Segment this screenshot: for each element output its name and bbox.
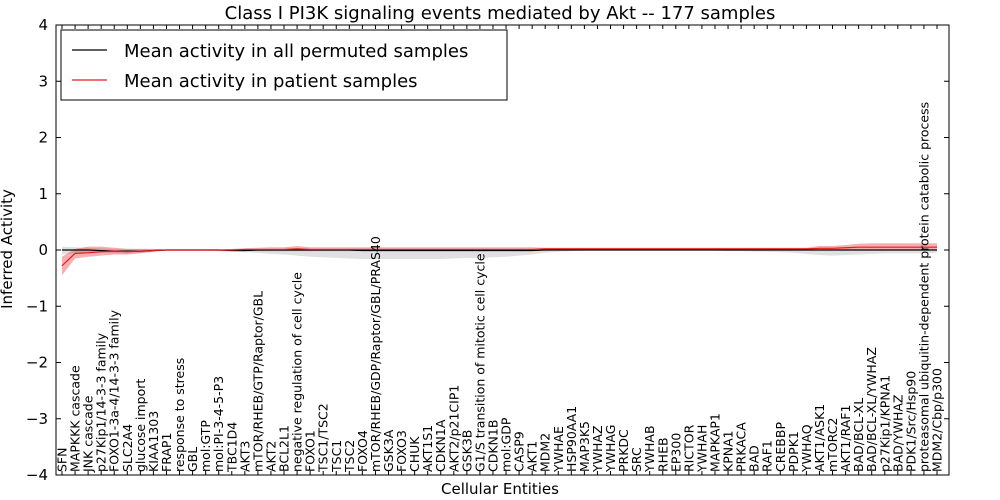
category-label: AKT1/RAF1	[838, 405, 853, 472]
y-tick-label: 0	[38, 241, 48, 259]
category-label: YWHAQ	[799, 424, 814, 473]
category-label: PRKDC	[616, 429, 631, 472]
category-label: G1/S transition of mitotic cell cycle	[472, 253, 487, 472]
y-tick-label: −1	[26, 297, 48, 315]
category-label: response to stress	[172, 358, 187, 472]
category-label: BAD/BCL-XL	[851, 398, 866, 472]
category-label: HSP90AA1	[564, 406, 579, 472]
category-label: YWHAB	[642, 425, 657, 473]
category-label: CASP9	[512, 431, 527, 472]
category-label: AKT1	[525, 441, 540, 472]
category-label: MDM2/Cbp/p300	[930, 368, 945, 472]
category-label: mol:GDP	[499, 417, 514, 472]
category-label: PDK1/Src/Hsp90	[903, 371, 918, 472]
category-label: AKT2	[263, 441, 278, 472]
category-label: glucose import	[133, 379, 148, 472]
category-label: FOXO4	[355, 430, 370, 472]
category-label: mol:PI-3-4-5-P3	[211, 376, 226, 472]
legend-box	[60, 29, 508, 101]
category-label: CREBBP	[773, 422, 788, 472]
y-tick-label: −2	[26, 354, 48, 372]
category-label: BAD	[747, 445, 762, 472]
category-label: mTOR/RHEB/GDP/Raptor/GBL/PRAS40	[368, 236, 383, 472]
category-label: TSC1/TSC2	[316, 403, 331, 473]
category-label: GBL	[185, 447, 200, 472]
series-lines	[61, 246, 937, 267]
category-label: p27Kip1/KPNA1	[877, 375, 892, 472]
category-label: mTORC2	[825, 418, 840, 472]
category-label: MAPKKK cascade	[68, 365, 83, 472]
category-label: FOXO1	[303, 430, 318, 472]
y-tick-label: 1	[38, 185, 48, 203]
legend-label-permuted: Mean activity in all permuted samples	[124, 41, 468, 62]
y-axis-label: Inferred Activity	[0, 189, 16, 309]
category-label: EP300	[668, 433, 683, 472]
category-label: SLC2A4	[120, 424, 135, 472]
category-label: GSK3B	[459, 430, 474, 472]
y-axis: −4 −3 −2 −1 0 1 2 3 4	[26, 16, 949, 484]
category-label: YWHAH	[694, 425, 709, 473]
category-label: MAPKAP1	[707, 413, 722, 472]
category-label: PRKACA	[734, 422, 749, 472]
y-tick-label: 2	[38, 129, 48, 147]
category-label: CDKN1A	[433, 419, 448, 472]
y-tick-label: 4	[38, 16, 48, 34]
category-label: YWHAZ	[590, 425, 605, 473]
category-label: YWHAG	[603, 425, 618, 473]
category-label: RICTOR	[681, 424, 696, 472]
band-series-1	[62, 243, 937, 276]
category-label: YWHAE	[551, 426, 566, 473]
category-label: AKT3	[237, 441, 252, 472]
category-label: AKT2/p21CIP1	[446, 385, 461, 472]
category-label: MDM2	[538, 433, 553, 472]
category-label: CDKN1B	[485, 420, 500, 472]
category-label: CHUK	[407, 436, 422, 472]
category-label: PDPK1	[786, 431, 801, 472]
category-label: AKT1S1	[420, 425, 435, 472]
category-label: RAF1	[760, 440, 775, 472]
category-label: BAD/BCL-XL/YWHAZ	[864, 347, 879, 472]
confidence-bands	[62, 243, 937, 276]
legend-label-patient: Mean activity in patient samples	[124, 71, 418, 92]
category-label: MAP3K5	[577, 421, 592, 472]
category-label: BAD/YWHAZ	[890, 395, 905, 472]
series-line-1	[61, 246, 937, 267]
category-label: RHEB	[655, 437, 670, 472]
category-label: FOXO3	[394, 430, 409, 472]
plot-frame	[55, 24, 950, 476]
category-label: proteasomal ubiquitin-dependent protein …	[916, 102, 931, 472]
chart-title: Class I PI3K signaling events mediated b…	[225, 3, 776, 24]
category-label: GSK3A	[381, 429, 396, 472]
category-label: BCL2L1	[277, 425, 292, 472]
category-label: KPNA1	[721, 430, 736, 472]
category-label: KIAA1303	[146, 411, 161, 472]
category-label: TSC1	[329, 440, 344, 473]
category-label: AKT1/ASK1	[812, 404, 827, 472]
category-label: FRAP1	[159, 433, 174, 472]
category-label: FOXO1-3a-4/14-3-3 family	[107, 309, 122, 472]
x-axis	[61, 25, 938, 475]
legend: Mean activity in all permuted samples Me…	[60, 29, 508, 101]
category-label: mTOR/RHEB/GTP/Raptor/GBL	[250, 291, 265, 472]
x-axis-label: Cellular Entities	[441, 480, 559, 498]
category-label: SFN	[55, 448, 70, 472]
category-label: negative regulation of cell cycle	[290, 272, 305, 472]
category-label: SRC	[629, 447, 644, 472]
category-label: p27Kip1/14-3-3 family	[94, 332, 109, 472]
category-label: JNK cascade	[81, 395, 96, 473]
y-tick-label: 3	[38, 72, 48, 90]
category-label: TSC2	[342, 440, 357, 473]
category-label: mol:GTP	[198, 420, 213, 472]
y-tick-label: −3	[26, 410, 48, 428]
y-tick-label: −4	[26, 466, 48, 484]
category-label: TBC1D4	[224, 422, 239, 473]
